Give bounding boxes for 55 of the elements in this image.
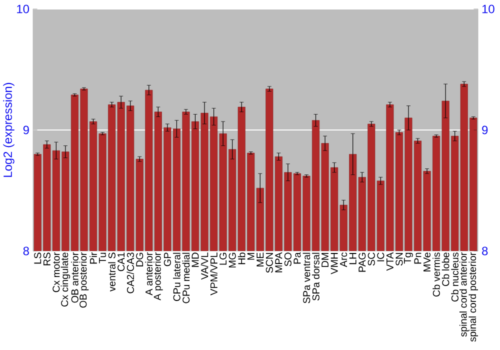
y-axis-title: Log2 (expression) (3, 82, 14, 177)
x-tick-label: A posterior (154, 252, 163, 300)
x-tick-label: Cx motor (52, 252, 60, 292)
x-tick-label: Cb vermis (432, 252, 440, 297)
y-tick-label: 10 (17, 4, 30, 14)
y-tick-label: 8 (23, 246, 29, 256)
x-tick-label: DM (322, 253, 328, 267)
x-tick-label: MVe (424, 252, 430, 272)
x-tick-label: LG (220, 252, 227, 265)
x-tick-label: CPu medial (182, 252, 190, 304)
x-tick-label: Tg (404, 252, 413, 264)
x-tick-label: A anterior (145, 252, 153, 296)
x-tick-label: SPa ventral (302, 252, 310, 304)
x-tick-label: ME (256, 252, 264, 266)
x-tick-label: IC (377, 252, 384, 262)
x-tick-label: MG (228, 252, 236, 268)
x-tick-label: M (247, 253, 254, 260)
x-tick-label: SCN (266, 253, 273, 273)
x-tick-label: DG (136, 252, 144, 266)
y-tick-label: 9 (23, 126, 29, 134)
x-tick-label: spinal cord anterior (459, 252, 469, 337)
x-tick-label: Cb nucleus (451, 252, 458, 302)
x-tick-label: Pa (294, 252, 301, 264)
x-tick-label: MD (192, 252, 199, 267)
x-tick-label: RS (43, 252, 50, 266)
x-tick-label: SN (396, 253, 403, 266)
x-tick-label: Tu (99, 252, 106, 264)
x-tick-label: VPM/VPL (210, 252, 218, 296)
x-tick-label: SO (284, 252, 292, 266)
x-tick-label: Pn (414, 252, 422, 264)
x-tick-label: ventral S (108, 252, 116, 292)
x-tick-label: CA1 (118, 252, 125, 272)
y2-tick-label: 9 (482, 126, 488, 134)
x-tick-label: MPA (275, 252, 282, 272)
x-tick-label: Cb lobe (442, 252, 450, 286)
x-tick-label: SC (368, 252, 375, 266)
x-tick-label: CA2/CA3 (126, 252, 134, 294)
x-tick-label: PAG (358, 252, 366, 272)
y2-tick-label: 10 (482, 4, 494, 14)
x-tick-label: Pir (90, 252, 97, 264)
x-tick-label: GP (164, 252, 171, 266)
x-tick-label: Cx cingulate (60, 252, 70, 307)
x-tick-label: LH (349, 253, 356, 264)
x-tick-label: LS (34, 252, 42, 264)
x-tick-label: VA/VL (200, 252, 208, 280)
x-tick-label: OB anterior (71, 252, 78, 303)
x-tick-label: CPu lateral (173, 252, 180, 301)
x-tick-label: spinal cord posterior (468, 252, 478, 342)
x-tick-label: Arc (340, 252, 348, 268)
x-tick-label: OB posterior (79, 252, 89, 308)
x-tick-label: VMH (330, 253, 338, 274)
x-tick-label: Hb (238, 252, 246, 264)
x-tick-label: VTA (386, 252, 394, 271)
y2-tick-label: 8 (482, 246, 488, 256)
x-tick-label: SPa dorsal (312, 252, 320, 300)
